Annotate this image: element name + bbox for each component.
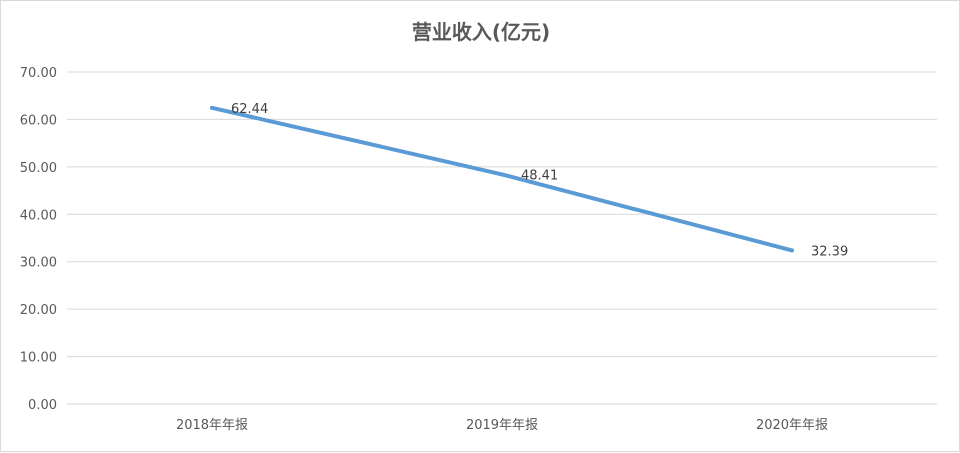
y-tick-label: 10.00 bbox=[20, 351, 57, 366]
data-point bbox=[500, 172, 504, 177]
data-point bbox=[790, 248, 794, 253]
data-label: 62.44 bbox=[231, 102, 268, 117]
y-axis-ticks: 0.00 10.00 20.00 30.00 40.00 50.00 60.00 70.00 bbox=[20, 66, 57, 413]
gridlines bbox=[67, 71, 937, 405]
data-label: 48.41 bbox=[521, 168, 558, 183]
x-tick-label: 2018年年报 bbox=[176, 418, 248, 433]
y-tick-label: 30.00 bbox=[20, 256, 57, 271]
x-tick-label: 2019年年报 bbox=[466, 418, 538, 433]
y-tick-label: 20.00 bbox=[20, 303, 57, 318]
y-tick-label: 70.00 bbox=[20, 66, 57, 81]
y-tick-label: 0.00 bbox=[28, 398, 57, 413]
series-layer bbox=[210, 105, 794, 253]
chart-title: 营业收入(亿元) bbox=[412, 20, 550, 44]
data-labels: 62.44 48.41 32.39 bbox=[231, 102, 848, 260]
series-line-0 bbox=[210, 105, 794, 253]
x-tick-label: 2020年年报 bbox=[756, 418, 828, 433]
x-axis-ticks: 2018年年报 2019年年报 2020年年报 bbox=[176, 418, 828, 433]
data-label: 32.39 bbox=[811, 244, 848, 259]
y-tick-label: 40.00 bbox=[20, 208, 57, 223]
y-tick-label: 60.00 bbox=[20, 113, 57, 128]
y-tick-label: 50.00 bbox=[20, 161, 57, 176]
data-point bbox=[210, 105, 214, 110]
